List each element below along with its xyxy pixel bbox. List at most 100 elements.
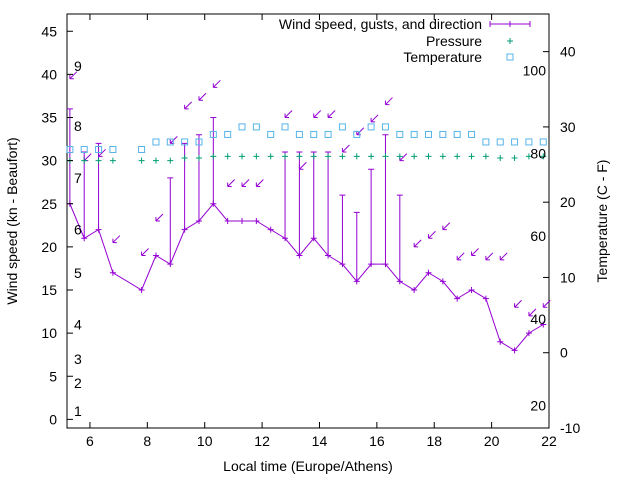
pressure-point: [267, 153, 274, 160]
x-tick-label: 20: [484, 433, 500, 449]
x-tick-label: 14: [312, 433, 328, 449]
x-tick-label: 10: [197, 433, 213, 449]
temperature-point: [80, 145, 88, 153]
temperature-point: [295, 130, 303, 138]
wind-speed-point: [310, 235, 317, 242]
wind-direction-arrow: [542, 299, 551, 308]
x-tick-label: 6: [86, 433, 94, 449]
temperature-point: [496, 138, 504, 146]
temperature-point: [410, 130, 418, 138]
y-tick-label: 5: [49, 368, 57, 384]
y-tick-label: 15: [41, 282, 57, 298]
wind-speed-point: [152, 252, 159, 259]
pressure-point: [353, 153, 360, 160]
y-tick-label: 30: [41, 153, 57, 169]
temperature-point: [539, 138, 547, 146]
fahrenheit-label: 60: [530, 228, 546, 244]
wind-speed-point: [382, 261, 389, 268]
x-tick-label: 16: [369, 433, 385, 449]
wind-direction-arrow: [227, 179, 236, 187]
legend-label: Wind speed, gusts, and direction: [279, 16, 482, 32]
pressure-point: [296, 153, 303, 160]
wind-speed-point: [540, 321, 547, 328]
wind-direction-arrow: [428, 230, 436, 239]
legend-label: Pressure: [426, 33, 482, 49]
wind-direction-arrow: [83, 153, 92, 162]
temperature-point: [310, 130, 318, 138]
temperature-point: [66, 145, 74, 153]
wind-direction-arrow: [514, 299, 522, 308]
wind-speed-point: [267, 226, 274, 233]
wind-direction-arrow: [413, 239, 422, 248]
x-tick-label: 22: [541, 433, 557, 449]
wind-direction-arrow: [370, 114, 379, 123]
y2-tick-label: 10: [560, 269, 576, 285]
wind-speed-point: [425, 269, 432, 276]
y-tick-label: 25: [41, 196, 57, 212]
plot-frame: [66, 13, 550, 429]
axis-ticks: 6 8 10 12 14 16 18 20 22051015202530354045-10010…: [41, 14, 580, 449]
temperature-point: [267, 130, 275, 138]
pressure-point: [439, 153, 446, 160]
temperature-point: [511, 138, 519, 146]
beaufort-label: 7: [74, 170, 82, 186]
temperature-point: [439, 130, 447, 138]
wind-direction-arrow: [341, 144, 350, 153]
wind-speed-point: [411, 287, 418, 293]
wind-direction-arrow: [255, 179, 264, 187]
legend: Wind speed, gusts, and directionPressure…: [279, 16, 531, 65]
beaufort-label: 8: [74, 118, 82, 134]
wind-direction-arrow: [112, 235, 121, 244]
fahrenheit-label: 80: [530, 145, 546, 161]
wind-direction-arrow: [241, 179, 250, 187]
wind-direction-arrow: [399, 153, 408, 162]
pressure-point: [339, 153, 346, 160]
wind-direction-arrow: [327, 110, 336, 118]
wind-speed-line: [69, 202, 544, 352]
wind-direction-arrow: [69, 71, 78, 80]
temperature-point: [152, 138, 160, 146]
wind-speed-point: [439, 278, 446, 285]
pressure-point: [454, 153, 461, 160]
pressure-point: [325, 153, 332, 160]
wind-direction-arrow: [499, 252, 508, 261]
y2-tick-label: 0: [560, 345, 568, 361]
temperature-point: [396, 130, 404, 138]
temperature-point: [482, 138, 490, 146]
wind-speed-point: [138, 287, 145, 293]
pressure-point: [138, 157, 145, 164]
temperature-point: [209, 130, 217, 138]
wind-direction-arrow: [298, 161, 307, 170]
wind-speed-point: [468, 287, 475, 293]
temperature-point: [353, 130, 361, 138]
y-tick-label: 40: [41, 66, 57, 82]
wind-direction-arrow: [141, 248, 149, 256]
pressure-point: [497, 155, 504, 162]
wind-direction-arrow: [384, 97, 393, 106]
wind-speed-point: [224, 218, 231, 224]
temperature-point: [281, 123, 289, 131]
wind-direction-arrow: [284, 110, 293, 118]
pressure-point: [81, 157, 88, 164]
wind-direction-arrow: [456, 252, 465, 261]
pressure-point: [540, 153, 547, 160]
wind-speed-point: [497, 338, 504, 345]
pressure-point: [425, 153, 432, 160]
y-tick-label: 10: [41, 325, 57, 341]
temperature-point: [381, 123, 389, 131]
wind-speed-point: [339, 261, 346, 268]
wind-speed-point: [525, 330, 532, 337]
wind-speed-point: [167, 261, 174, 268]
beaufort-label: 9: [74, 58, 82, 74]
wind-speed-point: [396, 278, 403, 285]
pressure-point: [310, 153, 317, 160]
x-tick-label: 8: [143, 433, 151, 449]
x-axis-label: Local time (Europe/Athens): [223, 458, 393, 474]
temperature-point: [224, 130, 232, 138]
beaufort-label: 5: [74, 265, 82, 281]
y2-tick-label: 20: [560, 194, 576, 210]
wind-direction-arrow: [313, 110, 322, 118]
wind-direction-arrow: [212, 79, 221, 88]
pressure-point: [282, 153, 289, 160]
